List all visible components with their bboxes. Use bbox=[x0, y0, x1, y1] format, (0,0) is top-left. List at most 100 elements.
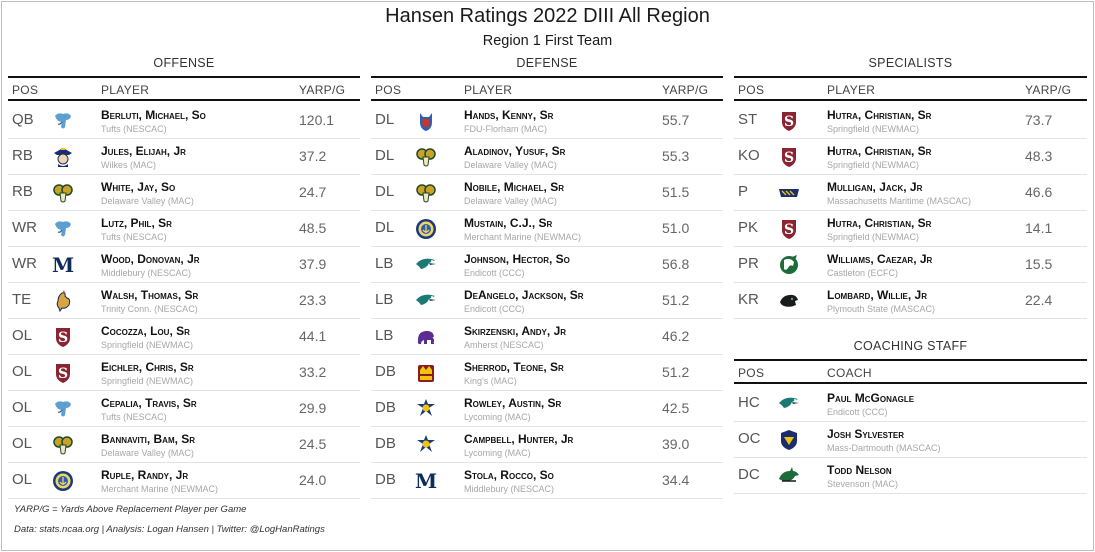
school-name: Castleton (ECFC) bbox=[827, 268, 899, 278]
coach-column-header: COACH bbox=[827, 366, 872, 380]
table-row: RB Jules, Elijah, Jr Wilkes (MAC) 37.2 bbox=[8, 139, 360, 175]
yarp-value: 55.3 bbox=[662, 148, 690, 164]
tufts-jumbo-icon bbox=[52, 398, 74, 420]
player-name: Cepalia, Travis, Sr bbox=[101, 396, 197, 410]
player-name: Mulligan, Jack, Jr bbox=[827, 180, 923, 194]
yarp-value: 23.3 bbox=[299, 292, 327, 308]
kings-monarch-icon bbox=[415, 362, 437, 384]
table-row: LB Skirzenski, Andy, Jr Amherst (NESCAC) 46… bbox=[371, 319, 723, 355]
endicott-gull-icon bbox=[778, 393, 800, 415]
player-name: Hutra, Christian, Sr bbox=[827, 108, 932, 122]
specialists-panel: SPECIALISTS POS PLAYER YARP/G ST S Hutra, Chri… bbox=[734, 56, 1087, 321]
yarp-value: 24.7 bbox=[299, 184, 327, 200]
player-name: Johnson, Hector, So bbox=[464, 252, 570, 266]
school-name: Springfield (NEWMAC) bbox=[827, 232, 920, 242]
position-label: DB bbox=[375, 399, 396, 416]
fdu-florham-devil-icon bbox=[415, 110, 437, 132]
yarp-value: 48.3 bbox=[1025, 148, 1053, 164]
table-row: OL Bannaviti, Bam, Sr Delaware Valley (MAC… bbox=[8, 427, 360, 463]
player-name: Lombard, Willie, Jr bbox=[827, 288, 927, 302]
position-label: PR bbox=[738, 255, 759, 272]
yarp-value: 46.6 bbox=[1025, 184, 1053, 200]
coach-name: Paul McGonagle bbox=[827, 391, 915, 405]
school-name: Endicott (CCC) bbox=[827, 407, 888, 417]
svg-text:S: S bbox=[58, 330, 68, 346]
coaching-section-title: COACHING STAFF bbox=[853, 339, 968, 353]
yarp-value: 73.7 bbox=[1025, 112, 1053, 128]
yarp-value: 37.9 bbox=[299, 256, 327, 272]
school-name: Middlebury (NESCAC) bbox=[101, 268, 192, 278]
table-row: P Mulligan, Jack, Jr Massachusetts Maritim… bbox=[734, 175, 1087, 211]
player-column-header: PLAYER bbox=[827, 83, 876, 97]
school-name: Endicott (CCC) bbox=[464, 268, 525, 278]
school-name: Merchant Marine (NEWMAC) bbox=[464, 232, 582, 242]
yarp-value: 56.8 bbox=[662, 256, 690, 272]
table-row: DL Mustain, C.J., Sr Merchant Marine (NEWM… bbox=[371, 211, 723, 247]
yarp-value: 44.1 bbox=[299, 328, 327, 344]
position-label: LB bbox=[375, 327, 394, 344]
position-label: OL bbox=[12, 471, 33, 488]
position-label: KO bbox=[738, 147, 760, 164]
trinity-bantam-icon bbox=[52, 290, 74, 312]
table-row: DB Campbell, Hunter, Jr Lycoming (MAC) 39.0 bbox=[371, 427, 723, 463]
position-label: HC bbox=[738, 394, 760, 411]
springfield-s-icon: S bbox=[778, 110, 800, 132]
position-label: OL bbox=[12, 399, 33, 416]
yarp-value: 51.2 bbox=[662, 364, 690, 380]
yarp-value: 48.5 bbox=[299, 220, 327, 236]
delaware-valley-ram-icon bbox=[52, 182, 74, 204]
table-row: OL S Eichler, Chris, Sr Springfield (NEWMAC… bbox=[8, 355, 360, 391]
coaching-table-header: POS COACH bbox=[734, 359, 1087, 384]
school-name: Springfield (NEWMAC) bbox=[827, 160, 920, 170]
school-name: Springfield (NEWMAC) bbox=[101, 376, 194, 386]
school-name: Delaware Valley (MAC) bbox=[464, 160, 557, 170]
table-row: HC Paul McGonagle Endicott (CCC) bbox=[734, 386, 1087, 422]
yarp-value: 15.5 bbox=[1025, 256, 1053, 272]
yarp-value: 120.1 bbox=[299, 112, 335, 128]
position-label: QB bbox=[12, 111, 34, 128]
defense-table-header: POS PLAYER YARP/G bbox=[371, 76, 723, 101]
table-row: ST S Hutra, Christian, Sr Springfield (NEWM… bbox=[734, 103, 1087, 139]
player-name: Rowley, Austin, Sr bbox=[464, 396, 562, 410]
svg-text:S: S bbox=[58, 366, 68, 382]
yarp-value: 24.0 bbox=[299, 472, 327, 488]
mass-maritime-buccaneer-icon bbox=[778, 182, 800, 204]
page-title: Hansen Ratings 2022 DIII All Region bbox=[385, 5, 710, 27]
school-name: Mass-Dartmouth (MASCAC) bbox=[827, 443, 941, 453]
middlebury-m-icon: M bbox=[51, 253, 75, 277]
footnote: YARP/G = Yards Above Replacement Player … bbox=[14, 504, 247, 515]
delaware-valley-ram-icon bbox=[415, 146, 437, 168]
player-name: Eichler, Chris, Sr bbox=[101, 360, 194, 374]
specialists-table-header: POS PLAYER YARP/G bbox=[734, 76, 1087, 101]
player-name: Wood, Donovan, Jr bbox=[101, 252, 200, 266]
player-name: Cocozza, Lou, Sr bbox=[101, 324, 190, 338]
yarp-value: 39.0 bbox=[662, 436, 690, 452]
position-label: DL bbox=[375, 111, 395, 128]
springfield-s-icon: S bbox=[52, 326, 74, 348]
stevenson-mustang-icon bbox=[778, 465, 800, 487]
table-row: DL Nobile, Michael, Sr Delaware Valley (MA… bbox=[371, 175, 723, 211]
offense-panel: OFFENSE POS PLAYER YARP/G QB Berluti, Michael… bbox=[8, 56, 360, 499]
table-row: OL Ruple, Randy, Jr Merchant Marine (NEWMA… bbox=[8, 463, 360, 499]
position-label: RB bbox=[12, 147, 33, 164]
school-name: Amherst (NESCAC) bbox=[464, 340, 544, 350]
player-name: Campbell, Hunter, Jr bbox=[464, 432, 574, 446]
school-name: Delaware Valley (MAC) bbox=[101, 196, 194, 206]
offense-section-title: OFFENSE bbox=[153, 56, 215, 70]
page-subtitle: Region 1 First Team bbox=[482, 33, 613, 49]
table-row: OC Josh Sylvester Mass-Dartmouth (MASCAC) bbox=[734, 422, 1087, 458]
school-name: Endicott (CCC) bbox=[464, 304, 525, 314]
coach-name: Josh Sylvester bbox=[827, 427, 904, 441]
specialists-section-title: SPECIALISTS bbox=[868, 56, 953, 70]
position-label: P bbox=[738, 183, 749, 200]
table-row: OL Cepalia, Travis, Sr Tufts (NESCAC) 29.9 bbox=[8, 391, 360, 427]
yarp-value: 24.5 bbox=[299, 436, 327, 452]
yarp-value: 42.5 bbox=[662, 400, 690, 416]
position-label: DL bbox=[375, 219, 395, 236]
table-row: DB Rowley, Austin, Sr Lycoming (MAC) 42.5 bbox=[371, 391, 723, 427]
school-name: Lycoming (MAC) bbox=[464, 448, 531, 458]
pos-column-header: POS bbox=[12, 83, 39, 97]
yarp-column-header: YARP/G bbox=[1025, 83, 1072, 97]
table-row: QB Berluti, Michael, So Tufts (NESCAC) 120.… bbox=[8, 103, 360, 139]
